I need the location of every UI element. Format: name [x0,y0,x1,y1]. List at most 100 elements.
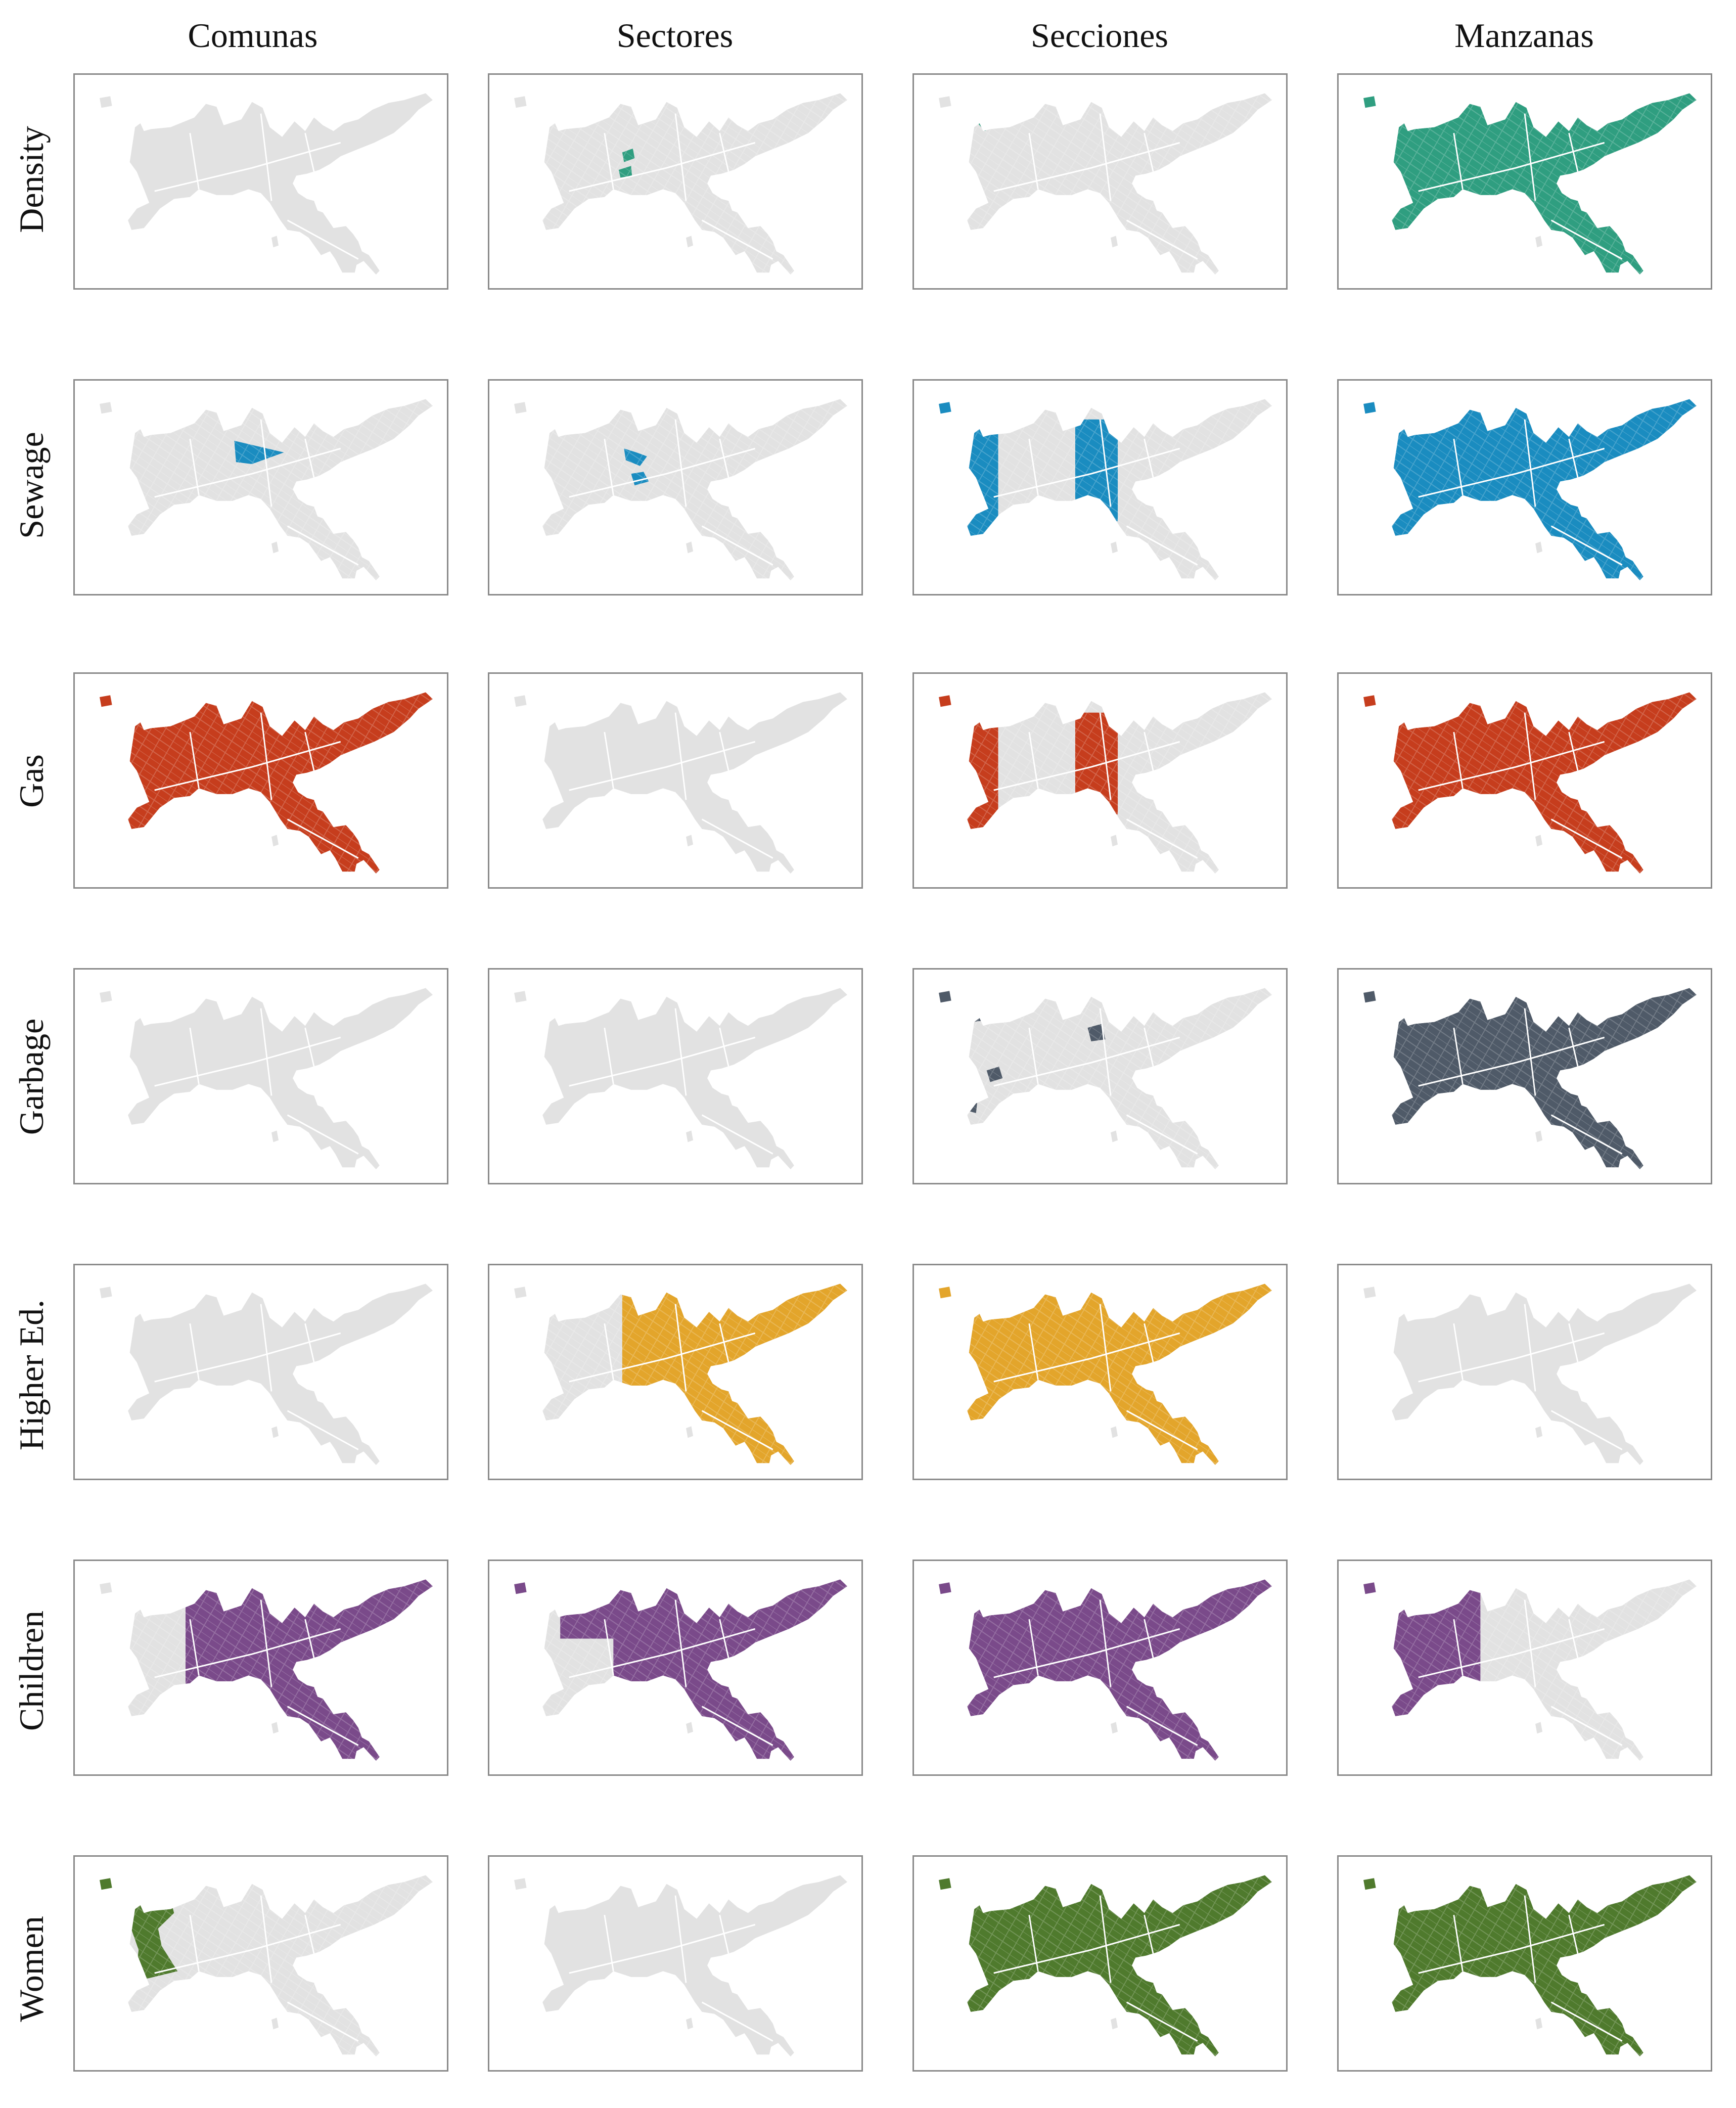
street-lines [154,419,359,566]
street-lines [1418,419,1623,566]
city-map [514,1875,847,2057]
highlighted-island [939,991,951,1003]
map-panel-sewage-comunas [73,379,448,595]
city-map [939,93,1272,275]
city-island-2 [686,1130,694,1142]
city-outline [542,692,847,874]
street-lines [1418,712,1623,859]
highlighted-island [939,1582,951,1594]
highlighted-area [1392,988,1697,1170]
city-map [939,692,1272,874]
column-label-sectores: Sectores [616,16,734,55]
street-lines [993,712,1198,859]
city-map [100,692,433,874]
city-island-2 [1535,2018,1543,2030]
city-map [514,1579,847,1761]
street-lines [993,1008,1198,1155]
map-panel-higher-ed-secciones [912,1264,1288,1480]
street-lines [569,1599,773,1746]
city-island-2 [1535,236,1543,248]
highlighted-area [128,1875,433,2057]
city-island-2 [271,1426,279,1438]
city-island-2 [271,835,279,847]
highlighted-area [128,692,433,874]
street-lines [1418,1008,1623,1155]
city-map [1363,1579,1697,1761]
highlighted-area [1392,399,1697,581]
street-lines [1418,113,1623,260]
city-map [1363,1284,1697,1465]
street-lines [569,1008,773,1155]
street-lines [993,419,1198,566]
street-lines [993,1304,1198,1450]
city-outline [128,1284,433,1465]
map-panel-garbage-manzanas [1337,968,1712,1184]
highlighted-island [939,1878,951,1890]
city-map [1363,399,1697,581]
city-map [1363,988,1697,1170]
street-lines [1418,1895,1623,2042]
city-map [100,988,433,1170]
highlighted-area [967,692,1272,874]
city-outline [542,988,847,1170]
map-panel-garbage-comunas [73,968,448,1184]
city-island-2 [1111,1426,1118,1438]
highlighted-island [939,695,951,707]
map-panel-women-sectores [488,1855,863,2072]
city-island-2 [271,236,279,248]
column-label-manzanas: Manzanas [1454,16,1594,55]
city-map [514,93,847,275]
highlighted-island [939,1287,951,1299]
city-island-2 [1111,1722,1118,1734]
column-label-secciones: Secciones [1031,16,1168,55]
map-panel-women-manzanas [1337,1855,1712,2072]
column-label-comunas: Comunas [188,16,318,55]
city-map [939,1284,1272,1465]
city-island-2 [686,1426,694,1438]
city-island-2 [1535,835,1543,847]
city-outline [128,988,433,1170]
city-island-2 [686,1722,694,1734]
map-panel-gas-comunas [73,672,448,889]
street-lines [154,1304,359,1450]
city-map [1363,1875,1697,2057]
highlighted-area [542,1579,847,1761]
city-island-2 [271,1130,279,1142]
city-island-2 [1111,835,1118,847]
city-island-2 [1535,1426,1543,1438]
city-island-2 [686,541,694,554]
city-island-2 [1535,1722,1543,1734]
city-map [100,399,433,581]
map-panel-children-secciones [912,1560,1288,1776]
highlighted-area [967,399,1272,581]
city-island-1 [100,96,112,108]
street-lines [569,419,773,566]
city-island-1 [939,96,951,108]
city-map [100,1579,433,1761]
city-island-2 [1111,2018,1118,2030]
highlighted-area [967,1579,1272,1761]
map-panel-women-comunas [73,1855,448,2072]
map-panel-higher-ed-sectores [488,1264,863,1480]
highlighted-area [1392,692,1697,874]
highlighted-area [967,1284,1272,1465]
city-island-1 [514,402,527,414]
city-outline [542,1875,847,2057]
highlighted-area [128,399,433,581]
city-map [939,399,1272,581]
highlighted-island [1363,991,1376,1003]
map-panel-density-sectores [488,73,863,290]
city-island-1 [100,402,112,414]
street-lines [993,1599,1198,1746]
city-map [514,692,847,874]
city-outline [1392,1284,1697,1465]
map-panel-density-manzanas [1337,73,1712,290]
highlighted-area [128,1579,433,1761]
highlighted-island [1363,1582,1376,1594]
city-map [100,93,433,275]
street-lines [993,1895,1198,2042]
map-panel-women-secciones [912,1855,1288,2072]
city-map [939,988,1272,1170]
city-map [514,988,847,1170]
